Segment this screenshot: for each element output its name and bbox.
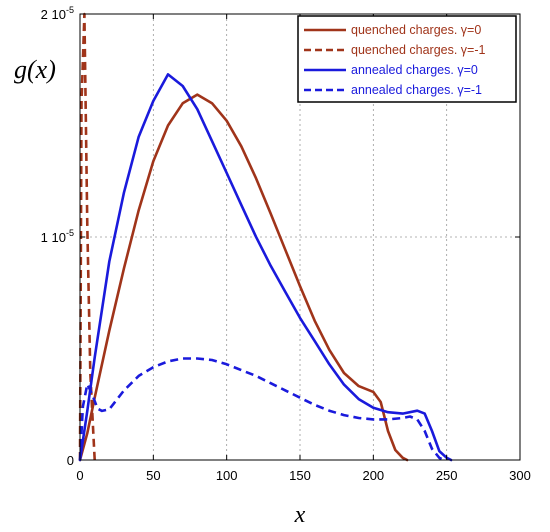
legend-label-2: quenched charges. γ=-1 [351,43,486,57]
series-line-3 [78,73,453,462]
x-tick-label: 150 [289,468,311,483]
series-line-1 [78,93,409,462]
x-tick-label: 300 [509,468,531,483]
y-axis-title: g(x) [14,55,56,84]
x-axis-title: x [294,502,306,528]
x-tick-label: 50 [146,468,160,483]
legend-label-1: quenched charges. γ=0 [351,23,481,37]
tick-layer: 0 50 100 150 200 250 300 0 1 10-5 2 10-5 [41,5,531,483]
legend: quenched charges. γ=0 quenched charges. γ… [297,15,517,103]
legend-items: quenched charges. γ=0 quenched charges. γ… [304,23,486,97]
series-layer [78,12,453,462]
grid [80,14,520,460]
x-tick-label: 250 [436,468,458,483]
x-tick-label: 100 [216,468,238,483]
y-tick-label: 2 10-5 [41,5,74,22]
legend-label-4: annealed charges. γ=-1 [351,83,482,97]
legend-label-3: annealed charges. γ=0 [351,63,478,77]
x-tick-label: 200 [362,468,384,483]
x-tick-label: 0 [76,468,83,483]
y-tick-label: 1 10-5 [41,228,74,245]
series-line-4 [78,357,445,462]
y-tick-label: 0 [67,453,74,468]
series-line-2 [78,12,96,461]
